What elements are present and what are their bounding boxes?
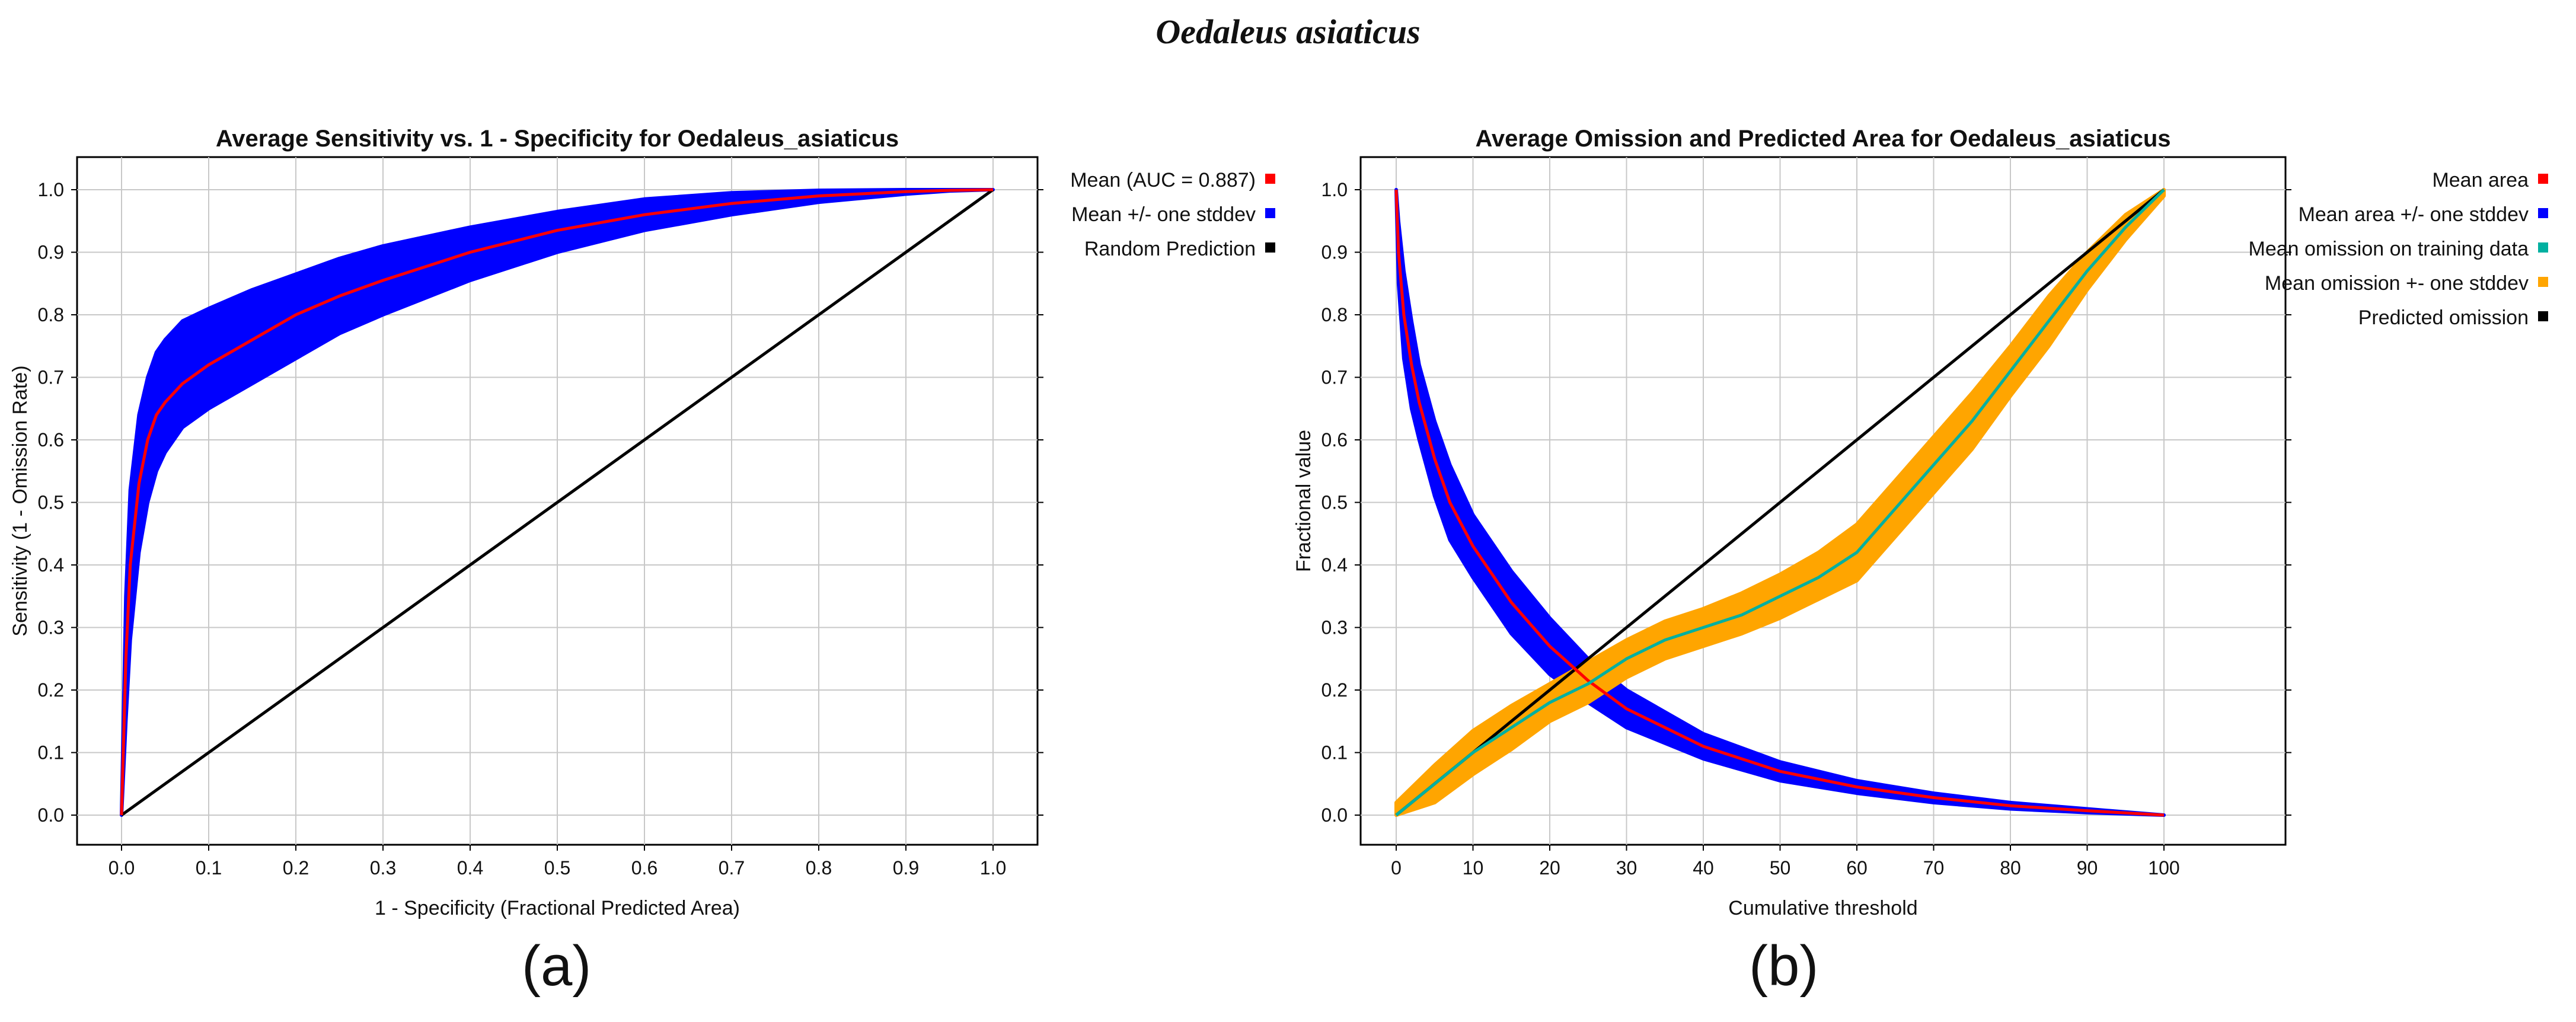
omission-chart: Average Omission and Predicted Area for … [1292, 126, 2548, 919]
y-tick-label: 0.8 [38, 304, 64, 325]
series-random-prediction [120, 188, 994, 817]
y-axis-label: Fractional value [1292, 430, 1315, 572]
x-tick-label: 0.2 [283, 857, 309, 879]
legend-label: Random Prediction [1084, 238, 1256, 260]
panel-label-b: (b) [1749, 934, 1819, 998]
y-tick-label: 0.9 [1321, 242, 1348, 263]
legend-label: Predicted omission [2358, 306, 2529, 329]
y-tick-label: 0.4 [1321, 554, 1348, 576]
y-tick-label: 0.0 [38, 804, 64, 826]
legend-swatch [2538, 242, 2548, 253]
x-tick-label: 0.6 [631, 857, 657, 879]
y-tick-label: 0.1 [38, 742, 64, 764]
y-tick-label: 0.3 [38, 617, 64, 638]
y-tick-label: 0.2 [38, 679, 64, 701]
x-tick-label: 90 [2077, 857, 2098, 879]
x-tick-label: 0 [1391, 857, 1402, 879]
legend-swatch [2538, 277, 2548, 287]
figure-title: Oedaleus asiaticus [1155, 12, 1421, 51]
y-axis-label: Sensitivity (1 - Omission Rate) [9, 365, 31, 636]
y-tick-label: 1.0 [38, 179, 64, 200]
y-tick-label: 0.1 [1321, 742, 1348, 764]
panel-label-a: (a) [522, 934, 592, 998]
legend-label: Mean omission +- one stddev [2265, 272, 2529, 295]
x-tick-label: 0.7 [719, 857, 745, 879]
series-mean-omission-on-training-data [1395, 189, 2165, 816]
legend-label: Mean (AUC = 0.887) [1070, 169, 1256, 191]
chart-title: Average Sensitivity vs. 1 - Specificity … [216, 126, 899, 152]
legend-swatch [2538, 208, 2548, 218]
y-tick-label: 0.7 [38, 367, 64, 388]
x-tick-label: 70 [1923, 857, 1945, 879]
x-tick-label: 30 [1616, 857, 1637, 879]
y-tick-label: 0.9 [38, 242, 64, 263]
x-tick-label: 80 [2000, 857, 2021, 879]
y-tick-label: 0.8 [1321, 304, 1348, 325]
y-tick-label: 0.7 [1321, 367, 1348, 388]
y-tick-label: 0.3 [1321, 617, 1348, 638]
legend-label: Mean +/- one stddev [1071, 203, 1256, 226]
x-tick-label: 0.4 [457, 857, 483, 879]
x-tick-label: 0.0 [108, 857, 135, 879]
x-axis-label: 1 - Specificity (Fractional Predicted Ar… [375, 897, 740, 919]
legend-swatch [1265, 242, 1275, 253]
x-tick-label: 10 [1463, 857, 1484, 879]
x-tick-label: 50 [1770, 857, 1791, 879]
y-tick-label: 0.6 [1321, 429, 1348, 451]
legend-swatch [1265, 174, 1275, 184]
x-tick-label: 20 [1539, 857, 1560, 879]
x-tick-label: 40 [1693, 857, 1714, 879]
x-tick-label: 60 [1846, 857, 1868, 879]
x-tick-label: 1.0 [980, 857, 1006, 879]
x-axis-label: Cumulative threshold [1728, 897, 1917, 919]
legend-swatch [2538, 311, 2548, 321]
legend-label: Mean omission on training data [2249, 238, 2529, 260]
series-mean-area [1394, 189, 2165, 817]
series-mean-auc-0-887 [120, 188, 994, 816]
y-tick-label: 0.5 [38, 492, 64, 513]
y-tick-label: 0.4 [38, 554, 64, 576]
y-tick-label: 0.0 [1321, 804, 1348, 826]
y-tick-label: 0.5 [1321, 492, 1348, 513]
x-tick-label: 100 [2148, 857, 2179, 879]
roc-chart: Average Sensitivity vs. 1 - Specificity … [9, 126, 1275, 919]
y-tick-label: 0.2 [1321, 679, 1348, 701]
x-tick-label: 0.8 [806, 857, 832, 879]
x-tick-label: 0.3 [370, 857, 396, 879]
y-tick-label: 1.0 [1321, 179, 1348, 200]
x-tick-label: 0.5 [544, 857, 570, 879]
y-tick-label: 0.6 [38, 429, 64, 451]
series-predicted-omission [1395, 189, 2165, 816]
legend-label: Mean area [2432, 169, 2529, 191]
chart-title: Average Omission and Predicted Area for … [1475, 126, 2170, 152]
x-tick-label: 0.1 [196, 857, 222, 879]
legend-swatch [1265, 208, 1275, 218]
x-tick-label: 0.9 [893, 857, 919, 879]
legend-swatch [2538, 174, 2548, 184]
legend-label: Mean area +/- one stddev [2299, 203, 2529, 226]
